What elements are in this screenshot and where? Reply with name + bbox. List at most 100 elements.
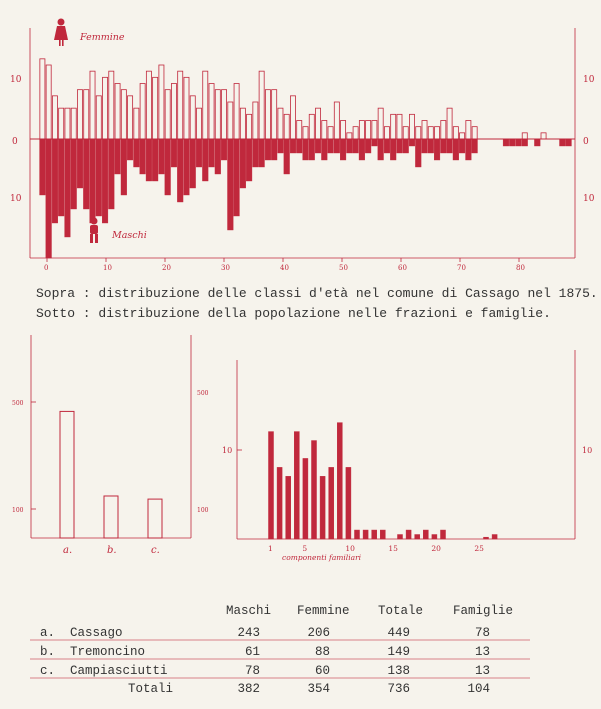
female-age-bar [258, 70, 265, 140]
age-chart: 0 10 20 30 40 50 60 70 80 10 10 0 0 10 10 Femmin… [10, 18, 595, 272]
famiglie-bar [380, 529, 386, 540]
age-xtick-label: 30 [221, 264, 230, 272]
row-b-famiglie: 13 [474, 645, 490, 659]
header-totale: Totale [378, 604, 424, 618]
frazioni-category-label: c. [151, 545, 160, 556]
male-age-bar [145, 138, 152, 182]
row-a-maschi: 243 [237, 626, 260, 640]
male-age-bar [327, 138, 334, 154]
row-b-letter: b. [40, 645, 56, 659]
female-age-bar [434, 126, 440, 140]
female-age-bar [365, 120, 372, 140]
female-age-bar [177, 70, 184, 140]
male-age-bar [283, 138, 290, 175]
famiglie-ticks: 1 5 10 15 20 25 [268, 544, 484, 553]
female-age-bar [358, 120, 365, 140]
header-femmine: Femmine [297, 604, 350, 618]
male-age-bar [390, 138, 397, 161]
male-age-bar [127, 138, 134, 161]
female-age-bar [189, 95, 196, 140]
row-c-name: Campiasciutti [70, 664, 168, 678]
male-age-bar [452, 138, 459, 161]
male-age-bar [89, 138, 96, 224]
male-age-bar [415, 138, 422, 168]
age-zero-label-right: 0 [583, 137, 589, 147]
famiglie-bar [371, 529, 377, 540]
female-age-bar [396, 113, 403, 140]
female-age-bar [102, 76, 108, 140]
male-age-bar [321, 138, 328, 161]
female-age-bar [277, 107, 284, 140]
caption-sopra: Sopra : distribuzione delle classi d'età… [36, 286, 598, 301]
male-age-bar [83, 138, 90, 210]
age-ytick-top-left: 10 [10, 75, 22, 85]
male-age-bar [70, 138, 77, 210]
male-age-bar [434, 138, 441, 161]
female-age-bar [127, 95, 134, 140]
male-age-bar [158, 138, 165, 175]
famiglie-bar [311, 440, 317, 540]
male-age-bar [233, 138, 240, 217]
female-age-bar [521, 132, 528, 140]
male-age-bar [120, 138, 127, 196]
totals-totale: 736 [387, 682, 410, 696]
female-age-bar [89, 70, 96, 140]
age-xtick-label: 20 [162, 264, 171, 272]
male-age-bar [502, 138, 509, 147]
female-age-bar [402, 126, 409, 140]
male-icon [90, 217, 98, 243]
male-age-bar [39, 138, 46, 196]
famiglie-bar [337, 422, 343, 540]
row-b-name: Tremoncino [70, 645, 146, 659]
row-a-famiglie: 78 [474, 626, 490, 640]
famiglie-xtick-label: 5 [302, 544, 307, 553]
famiglie-xtick-label: 15 [388, 544, 398, 553]
famiglie-bar [440, 529, 446, 540]
famiglie-bar [354, 529, 360, 540]
row-c-letter: c. [40, 664, 56, 678]
male-age-bar [58, 138, 65, 217]
famiglie-bar [285, 476, 291, 540]
frazioni-ytick-100-right: 100 [197, 507, 209, 514]
male-age-bar [202, 138, 209, 182]
famiglie-chart: 10 10 1 5 10 15 20 25 componenti familiari [222, 350, 592, 562]
female-age-bar [471, 126, 478, 140]
famiglie-bar [302, 458, 309, 540]
header-famiglie: Famiglie [453, 604, 514, 618]
row-c-maschi: 78 [244, 664, 260, 678]
famiglie-xtick-label: 10 [345, 544, 355, 553]
female-age-bar [171, 83, 177, 140]
female-age-bar [440, 120, 447, 140]
male-age-bar [427, 138, 434, 154]
male-age-bar [383, 138, 390, 154]
frazioni-bar [103, 495, 119, 539]
female-age-bar [346, 132, 353, 140]
male-age-bar [64, 138, 71, 238]
male-age-bar [371, 138, 378, 147]
female-age-bar [302, 126, 309, 140]
famiglie-bar [294, 431, 300, 540]
female-age-bar [246, 113, 253, 140]
female-age-bar [252, 101, 259, 140]
famiglie-bar [483, 536, 489, 540]
famiglie-xlabel: componenti familiari [282, 553, 362, 562]
female-age-bar [221, 89, 227, 140]
age-xtick-label: 50 [339, 264, 348, 272]
male-age-bar [51, 138, 58, 224]
male-age-bar [308, 138, 315, 161]
male-age-bar [114, 138, 121, 175]
female-age-bar [77, 89, 83, 140]
famiglie-bar [491, 534, 498, 540]
female-age-bar [327, 126, 334, 140]
frazioni-bar [59, 410, 75, 539]
female-age-bar [133, 107, 140, 140]
male-age-bar [465, 138, 472, 161]
male-age-bar [314, 138, 322, 154]
male-age-bar [340, 138, 347, 161]
male-age-bar [296, 138, 303, 154]
row-c-famiglie: 13 [474, 664, 490, 678]
frazioni-ytick-500-left: 500 [12, 400, 24, 407]
caption-sotto: Sotto : distribuzione della popolazione … [36, 306, 551, 321]
female-age-bar [465, 120, 472, 140]
